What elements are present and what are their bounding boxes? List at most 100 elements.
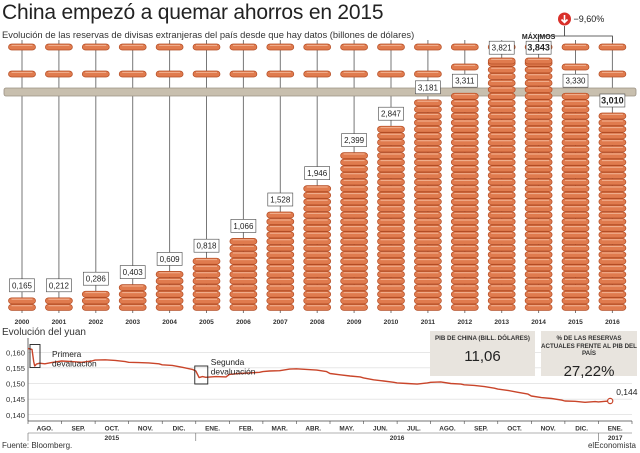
month-label: SEP. <box>474 426 488 433</box>
year-label: 2006 <box>236 319 251 326</box>
yuan-data-point <box>61 360 62 362</box>
yuan-data-point <box>94 359 96 361</box>
yuan-data-point <box>192 369 193 370</box>
yuan-data-point <box>259 371 260 373</box>
yuan-data-point <box>517 391 519 393</box>
month-label: ENE. <box>205 426 220 433</box>
month-label: JUN. <box>373 426 388 433</box>
yuan-data-point <box>104 359 106 361</box>
month-label: ENE. <box>608 426 623 433</box>
month-label: FEB. <box>239 426 254 433</box>
drop-bracket <box>538 35 613 42</box>
value-label: 2,399 <box>344 136 365 145</box>
yuan-data-point <box>460 383 462 385</box>
year-label: 2000 <box>15 319 30 326</box>
yuan-data-point <box>561 399 562 401</box>
yuan-data-point <box>541 397 542 398</box>
yuan-data-point <box>604 401 606 402</box>
yuan-data-point <box>262 371 264 372</box>
month-label: MAR. <box>271 426 288 433</box>
month-label: MAY. <box>339 426 354 433</box>
year-label: 2015 <box>568 319 583 326</box>
reserves-gdp-value: 27,22% <box>563 362 615 380</box>
value-label: 0,609 <box>160 255 181 264</box>
year-label: 2003 <box>125 319 140 326</box>
year-label: 2005 <box>199 319 214 326</box>
year-label: 2008 <box>310 319 325 326</box>
month-label: SEP. <box>71 426 85 433</box>
year-label: 2002 <box>88 319 103 326</box>
down-arrow-glyph <box>560 15 569 24</box>
value-label-box <box>156 252 183 266</box>
month-label: DIC. <box>173 426 186 433</box>
year-label: 2016 <box>390 435 405 442</box>
value-label: 0,403 <box>123 268 144 277</box>
yuan-data-point <box>125 361 126 362</box>
value-label: 1,528 <box>270 196 291 205</box>
yuan-data-point <box>450 383 452 384</box>
yuan-data-point <box>229 374 230 375</box>
second-devaluation-label: devaluación <box>211 367 256 377</box>
y-tick-label: 0,155 <box>6 364 25 373</box>
publisher-logo: elEconomista <box>587 441 636 450</box>
yuan-data-point <box>171 365 173 366</box>
yuan-data-point <box>527 393 529 395</box>
yuan-data-point <box>81 361 82 363</box>
yuan-data-point <box>31 349 33 350</box>
year-label: 2001 <box>52 319 67 326</box>
yuan-data-point <box>44 363 46 365</box>
value-label-box <box>230 219 257 233</box>
yuan-data-point <box>114 360 116 361</box>
month-label: NOV. <box>138 426 153 433</box>
yuan-data-point <box>249 372 250 374</box>
yuan-chart-title: Evolución del yuan <box>2 327 86 338</box>
value-label-box <box>488 40 515 55</box>
yuan-data-point <box>202 376 203 377</box>
yuan-data-point <box>269 370 270 372</box>
yuan-data-point <box>406 383 408 384</box>
gdp-value: 11,06 <box>464 347 501 365</box>
value-label: 3,821 <box>492 44 513 53</box>
year-label: 2016 <box>605 319 620 326</box>
value-label: 0,212 <box>49 281 70 290</box>
yuan-data-point <box>349 375 351 377</box>
value-label: 0,286 <box>86 275 107 284</box>
year-label: 2013 <box>494 319 509 326</box>
month-label: JUL. <box>407 426 421 433</box>
yuan-data-point <box>551 398 552 399</box>
value-label-box <box>304 166 331 180</box>
y-tick-label: 0,160 <box>6 348 25 357</box>
yuan-data-point <box>161 364 163 366</box>
year-label: 2010 <box>384 319 399 326</box>
value-label: 2,847 <box>381 110 402 119</box>
yuan-data-point <box>198 377 200 378</box>
second-devaluation-box <box>194 365 209 385</box>
value-label-box <box>415 80 441 95</box>
value-label: 1,066 <box>233 222 254 231</box>
yuan-data-point <box>507 390 509 391</box>
yuan-data-point <box>279 370 280 371</box>
yuan-data-point <box>329 373 331 374</box>
value-label: 1,946 <box>307 169 328 178</box>
value-label-box <box>378 106 404 121</box>
reserves-gdp-info-box: % DE LAS RESERVAS ACTUALES FRENTE AL PIB… <box>541 331 637 380</box>
first-devaluation-label: Primera <box>52 349 82 359</box>
yuan-data-point <box>574 401 576 402</box>
year-label: 2004 <box>162 319 177 326</box>
yuan-data-point <box>396 382 398 384</box>
chart-title: China empezó a quemar ahorros en 2015 <box>2 1 384 24</box>
year-label: 2011 <box>421 319 436 326</box>
yuan-data-point <box>215 376 217 377</box>
yuan-data-point <box>34 365 36 367</box>
yuan-data-point <box>91 360 93 362</box>
value-label-box <box>451 73 478 88</box>
gdp-label: PIB DE CHINA (BILL. DÓLARES) <box>435 335 530 342</box>
yuan-data-point <box>289 368 291 370</box>
yuan-data-point <box>306 369 307 370</box>
source-note: Fuente: Bloomberg. <box>2 441 73 450</box>
value-label-box <box>46 278 72 293</box>
yuan-data-point <box>393 381 395 383</box>
yuan-data-point <box>148 362 150 364</box>
value-label-box <box>83 271 109 286</box>
